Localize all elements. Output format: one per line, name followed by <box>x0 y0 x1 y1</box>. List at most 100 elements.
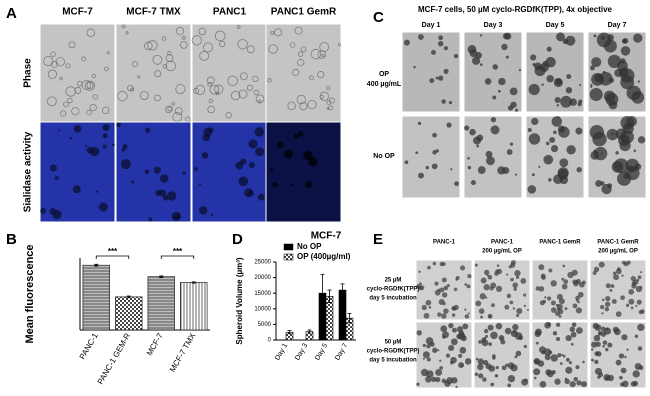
cell <box>207 105 215 114</box>
error-bar <box>347 313 352 324</box>
cell <box>437 349 440 352</box>
cell <box>467 274 472 279</box>
cell <box>65 86 76 97</box>
cell <box>477 166 486 174</box>
cell <box>479 34 483 37</box>
cell <box>512 330 516 334</box>
cell <box>86 28 96 37</box>
cell <box>527 128 532 133</box>
column-label: MCF-7 <box>62 7 93 18</box>
cell <box>182 171 186 175</box>
cell <box>441 277 447 283</box>
cell <box>564 378 570 385</box>
cell <box>613 158 629 174</box>
column-label: 200 µg/mL OP <box>482 249 522 255</box>
cell <box>611 132 614 136</box>
cell <box>67 97 73 104</box>
cell <box>416 382 420 386</box>
cell <box>219 40 226 48</box>
cell <box>635 304 638 308</box>
cell <box>284 149 293 159</box>
cell <box>637 136 646 144</box>
cell <box>467 156 470 160</box>
cell <box>247 190 254 197</box>
row-label: No OP <box>373 153 395 160</box>
cell <box>439 287 445 293</box>
cell <box>516 307 523 315</box>
cell <box>637 346 643 351</box>
cell <box>549 136 556 143</box>
cell <box>560 95 572 108</box>
cell <box>60 110 67 117</box>
row-label: 400 µg/mL <box>367 81 402 88</box>
cell <box>514 355 518 359</box>
error-bar <box>126 295 131 299</box>
cell <box>564 307 568 311</box>
cell <box>637 323 645 332</box>
bar <box>82 264 110 331</box>
cell <box>557 116 560 119</box>
cell <box>466 284 471 289</box>
micrograph <box>265 23 342 123</box>
cell <box>570 331 577 338</box>
cell <box>428 306 432 309</box>
cell <box>591 341 598 348</box>
cell <box>562 354 566 358</box>
cell <box>591 57 602 68</box>
cell <box>518 69 522 72</box>
column-label: PANC1 <box>213 7 247 18</box>
cell <box>432 132 437 138</box>
cell <box>590 150 600 160</box>
cell <box>424 376 432 383</box>
cell <box>162 63 168 69</box>
cell <box>471 56 481 65</box>
cell <box>300 46 307 53</box>
cell <box>594 324 602 331</box>
micrograph <box>401 115 461 199</box>
cell <box>533 368 541 376</box>
error-bar <box>94 263 99 267</box>
cell <box>441 262 446 266</box>
cell <box>199 50 210 61</box>
cell <box>611 299 617 305</box>
cell <box>508 265 512 269</box>
cell <box>73 125 82 133</box>
cell <box>459 265 466 271</box>
cell <box>130 87 135 92</box>
cell <box>474 263 478 267</box>
cell <box>555 78 562 86</box>
cell <box>498 89 501 93</box>
cell <box>565 35 576 46</box>
cell <box>474 372 479 377</box>
cell <box>144 169 150 175</box>
cell <box>624 355 627 359</box>
cell <box>443 68 449 74</box>
cell <box>272 182 278 188</box>
cell <box>252 75 259 83</box>
cell <box>538 286 545 292</box>
cell <box>131 180 135 184</box>
cell <box>467 312 470 315</box>
column-label: Day 1 <box>422 22 441 29</box>
cell <box>602 344 605 348</box>
cell <box>483 328 489 334</box>
error-bar <box>327 289 332 303</box>
cell <box>462 323 469 330</box>
cell <box>632 370 640 378</box>
cell <box>495 285 503 293</box>
error-bar <box>340 283 345 297</box>
cell <box>277 141 284 149</box>
row-label: Phase <box>23 58 34 88</box>
cell <box>591 348 594 351</box>
cell <box>620 58 626 64</box>
cell <box>575 307 583 314</box>
cell <box>206 76 215 85</box>
y-tick-label: 5000 <box>258 322 272 328</box>
cell <box>569 381 576 388</box>
cell <box>531 173 535 177</box>
cell <box>198 27 207 36</box>
cell <box>319 91 329 101</box>
micrograph <box>525 115 585 199</box>
cell <box>198 206 208 215</box>
